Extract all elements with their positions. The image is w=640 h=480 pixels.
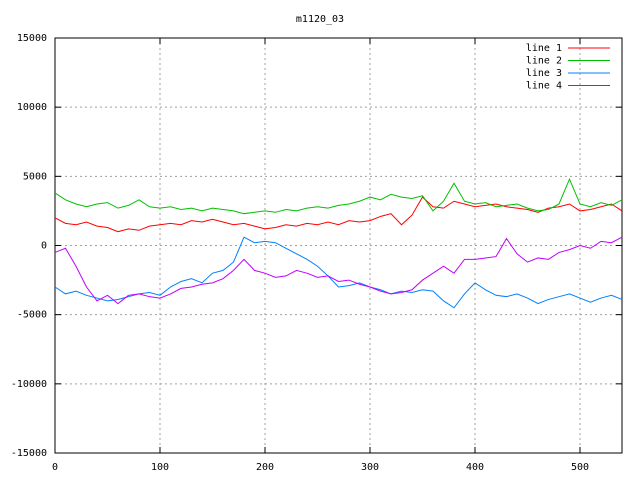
y-tick-label: 0 <box>41 241 47 252</box>
plot-frame <box>54 37 623 454</box>
x-tick-label: 200 <box>256 462 274 473</box>
y-tick-label: 5000 <box>23 171 47 182</box>
y-tick-label: -10000 <box>11 379 47 390</box>
data-line <box>54 236 623 309</box>
data-line <box>54 236 623 305</box>
y-tick-label: -5000 <box>17 310 47 321</box>
legend-label: line 2 <box>526 56 562 67</box>
y-tick-label: 15000 <box>17 33 47 44</box>
chart-title: m1120_03 <box>296 14 344 25</box>
data-line <box>54 196 623 233</box>
y-tick-label: -15000 <box>11 448 47 459</box>
x-tick-label: 0 <box>52 462 58 473</box>
data-line <box>54 177 623 215</box>
x-tick-label: 300 <box>361 462 379 473</box>
legend-label: line 4 <box>526 81 562 92</box>
legend-label: line 1 <box>526 43 562 54</box>
legend-label: line 3 <box>526 68 562 79</box>
y-tick-label: 10000 <box>17 102 47 113</box>
x-tick-label: 100 <box>151 462 169 473</box>
x-tick-label: 500 <box>571 462 589 473</box>
x-tick-label: 400 <box>466 462 484 473</box>
